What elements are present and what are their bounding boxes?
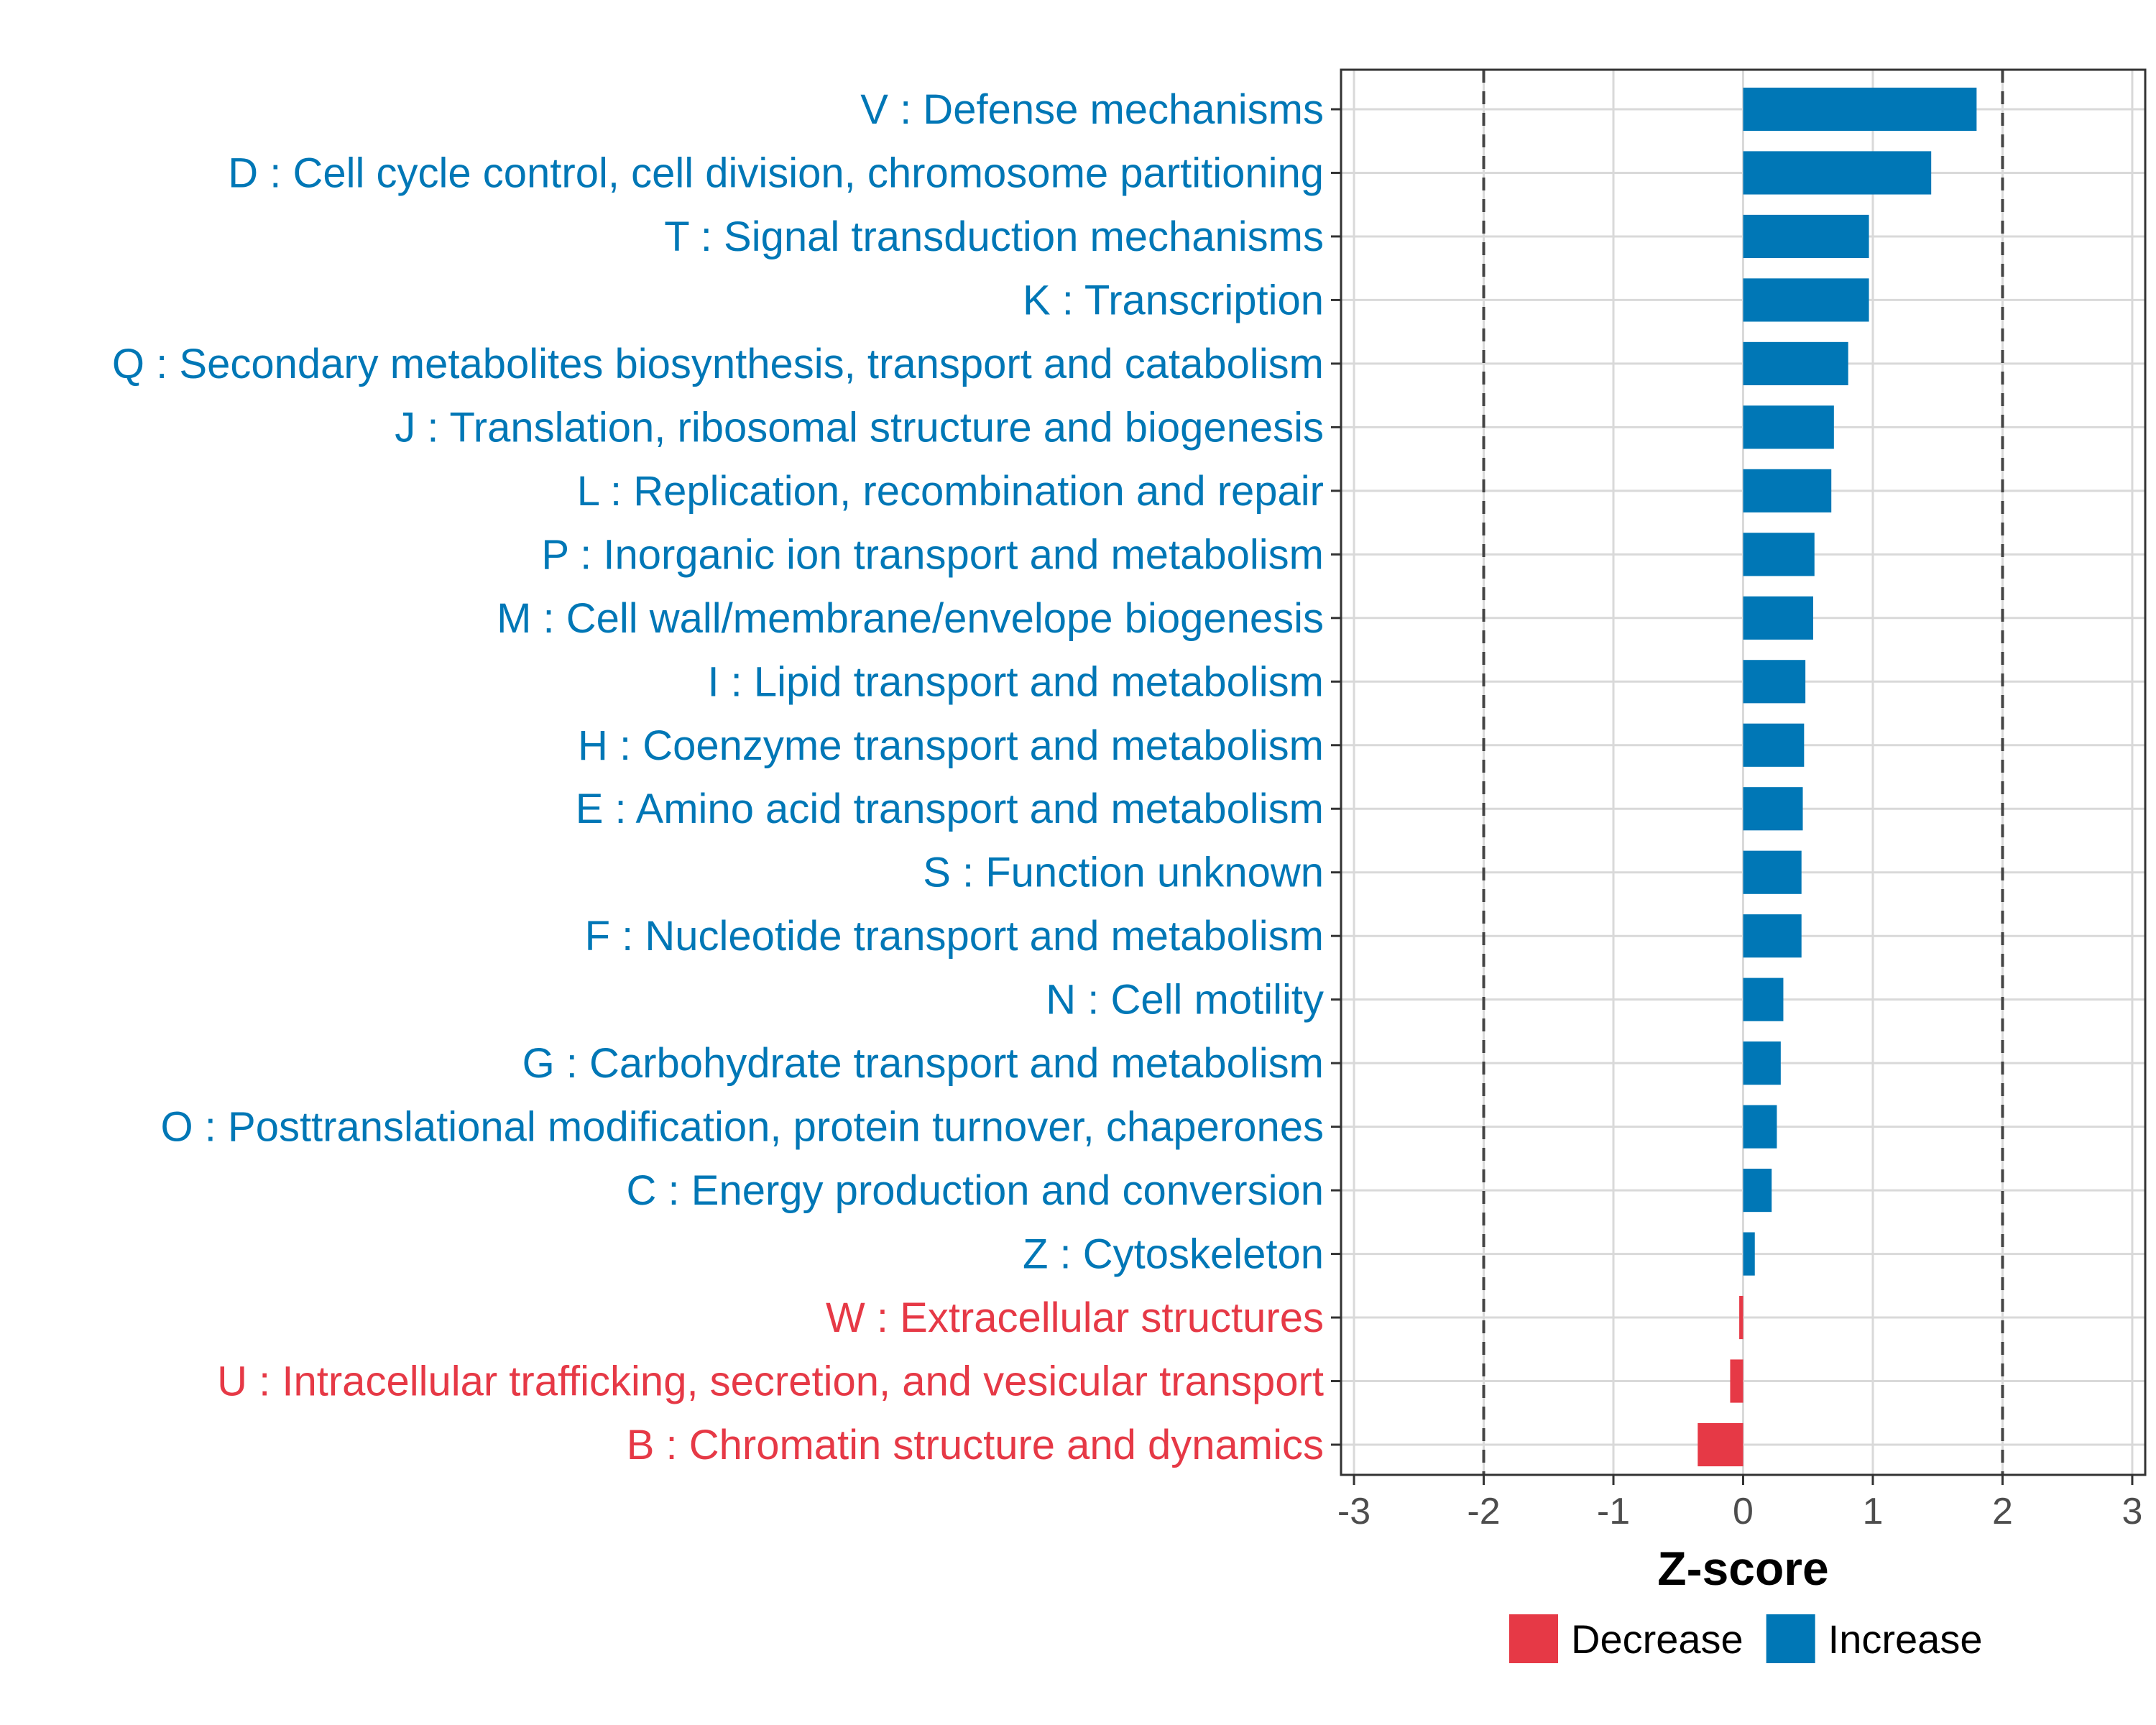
category-label: P : Inorganic ion transport and metaboli… [541, 531, 1324, 578]
x-tick-label: -2 [1467, 1491, 1500, 1532]
bar [1743, 850, 1802, 894]
category-label: N : Cell motility [1046, 977, 1324, 1024]
bar [1743, 469, 1832, 512]
legend: Decrease Increase [1509, 1614, 1982, 1663]
category-label: G : Carbohydrate transport and metabolis… [522, 1040, 1324, 1087]
bar [1743, 1105, 1777, 1149]
bar [1743, 787, 1803, 831]
x-axis-ticks: -3 -2 -1 0 1 2 3 [1337, 1475, 2142, 1532]
bar [1743, 151, 1932, 195]
category-label: V : Defense mechanisms [860, 86, 1324, 133]
legend-label: Increase [1828, 1616, 1983, 1662]
bar [1743, 87, 1977, 132]
category-label: L : Replication, recombination and repai… [577, 468, 1324, 515]
y-axis-ticks [1331, 108, 1341, 1446]
x-tick-label: -3 [1337, 1491, 1370, 1532]
bar [1743, 596, 1813, 640]
legend-label: Decrease [1571, 1616, 1743, 1662]
bar [1739, 1295, 1743, 1340]
reference-lines [1482, 70, 2004, 1475]
x-tick-label: 3 [2122, 1491, 2142, 1532]
bar [1743, 660, 1806, 704]
bar [1743, 723, 1805, 767]
bar [1743, 914, 1802, 958]
category-label: K : Transcription [1023, 277, 1324, 323]
bar [1743, 1169, 1772, 1213]
category-label: O : Posttranslational modification, prot… [161, 1104, 1324, 1151]
bar [1743, 341, 1848, 385]
bar [1743, 214, 1869, 259]
category-label: T : Signal transduction mechanisms [664, 213, 1324, 260]
category-label: U : Intracellular trafficking, secretion… [217, 1358, 1324, 1405]
bars [1697, 87, 1977, 1467]
category-label: D : Cell cycle control, cell division, c… [228, 150, 1324, 196]
bar [1697, 1422, 1743, 1467]
legend-swatch [1509, 1614, 1558, 1663]
legend-swatch [1766, 1614, 1815, 1663]
category-label: M : Cell wall/membrane/envelope biogenes… [497, 595, 1324, 642]
category-label: W : Extracellular structures [826, 1294, 1324, 1341]
bar [1743, 533, 1815, 576]
category-label: B : Chromatin structure and dynamics [627, 1422, 1324, 1468]
x-tick-label: 2 [1992, 1491, 2013, 1532]
bar [1743, 405, 1834, 449]
x-tick-label: -1 [1597, 1491, 1630, 1532]
category-label: Z : Cytoskeleton [1023, 1231, 1324, 1278]
x-tick-label: 1 [1863, 1491, 1884, 1532]
category-label: Q : Secondary metabolites biosynthesis, … [112, 341, 1324, 387]
bar [1730, 1359, 1743, 1403]
bar [1743, 978, 1784, 1021]
category-label: C : Energy production and conversion [627, 1167, 1324, 1214]
category-label: H : Coenzyme transport and metabolism [578, 722, 1324, 769]
bar [1743, 1041, 1781, 1085]
category-label: J : Translation, ribosomal structure and… [395, 404, 1324, 451]
category-label: F : Nucleotide transport and metabolism [585, 913, 1324, 960]
x-axis-title: Z-score [1657, 1542, 1828, 1595]
bar [1743, 1232, 1755, 1276]
bar [1743, 278, 1869, 322]
category-label: S : Function unknown [923, 850, 1324, 896]
category-label: E : Amino acid transport and metabolism [576, 786, 1324, 832]
y-axis-category-labels: V : Defense mechanisms D : Cell cycle con… [112, 86, 1324, 1468]
category-label: I : Lipid transport and metabolism [707, 658, 1324, 705]
x-tick-label: 0 [1733, 1491, 1754, 1532]
